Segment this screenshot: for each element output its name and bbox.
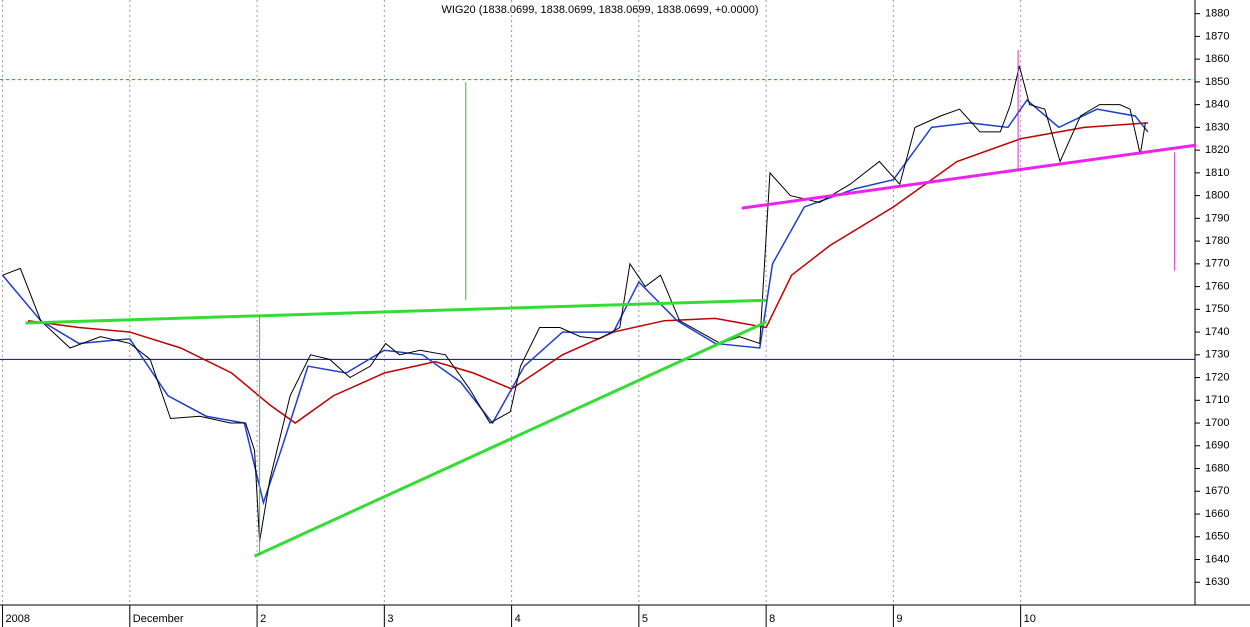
x-tick-label: 5 [642, 613, 648, 625]
y-tick-label: 1710 [1205, 394, 1229, 406]
y-tick-label: 1750 [1205, 303, 1229, 315]
x-tick-label: 10 [1024, 613, 1036, 625]
price-line [27, 122, 1148, 424]
trend-line [253, 320, 767, 558]
price-line [2, 65, 1146, 542]
y-tick-label: 1700 [1205, 417, 1229, 429]
y-tick-label: 1660 [1205, 508, 1229, 520]
y-tick-label: 1860 [1205, 53, 1229, 65]
trend-line [741, 143, 1197, 210]
x-tick-label: 2 [260, 613, 266, 625]
price-line [1, 98, 1149, 506]
y-tick-label: 1680 [1205, 462, 1229, 474]
y-tick-label: 1770 [1205, 258, 1229, 270]
y-tick-label: 1720 [1205, 371, 1229, 383]
y-tick-label: 1740 [1205, 326, 1229, 338]
y-tick-label: 1670 [1205, 485, 1229, 497]
y-tick-label: 1820 [1205, 144, 1229, 156]
chart-title: WIG20 (1838.0699, 1838.0699, 1838.0699, … [441, 4, 758, 16]
y-tick-label: 1790 [1205, 212, 1229, 224]
y-tick-label: 1780 [1205, 235, 1229, 247]
x-tick-label: 4 [515, 613, 521, 625]
x-tick-label: December [133, 613, 184, 625]
y-tick-label: 1850 [1205, 76, 1229, 88]
y-tick-label: 1630 [1205, 576, 1229, 588]
x-tick-label: 2008 [6, 613, 30, 625]
y-tick-label: 1640 [1205, 553, 1229, 565]
y-tick-label: 1880 [1205, 8, 1229, 20]
y-tick-label: 1800 [1205, 190, 1229, 202]
y-tick-label: 1830 [1205, 121, 1229, 133]
y-tick-label: 1730 [1205, 349, 1229, 361]
x-tick-label: 3 [387, 613, 393, 625]
y-tick-label: 1650 [1205, 531, 1229, 543]
x-tick-label: 9 [896, 613, 902, 625]
y-tick-label: 1840 [1205, 99, 1229, 111]
y-tick-label: 1760 [1205, 280, 1229, 292]
y-tick-label: 1870 [1205, 30, 1229, 42]
x-tick-label: 8 [769, 613, 775, 625]
y-tick-label: 1690 [1205, 440, 1229, 452]
y-tick-label: 1810 [1205, 167, 1229, 179]
trend-line [25, 298, 767, 325]
